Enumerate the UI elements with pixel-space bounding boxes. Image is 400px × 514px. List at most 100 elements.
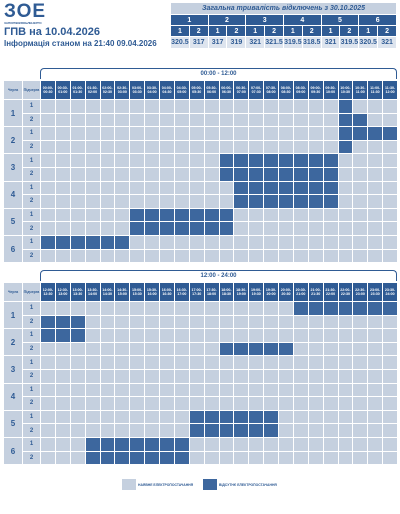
legend-label: НАЯВНЕ ЕЛЕКТРОПОСТАЧАННЯ <box>138 483 194 487</box>
slot-cell <box>248 314 265 330</box>
slot-cell <box>218 328 235 343</box>
slot-cell <box>54 368 71 384</box>
slot-cell <box>129 382 146 398</box>
slot-cell <box>99 409 116 425</box>
subgroup-label: 2 <box>22 368 41 384</box>
slot-cell <box>292 99 309 114</box>
totals-group: 3 <box>245 14 284 26</box>
slot-cell <box>203 382 220 398</box>
slot-cell <box>322 207 339 223</box>
slot-cell <box>159 396 175 411</box>
subgroup-label: 1 <box>22 409 41 425</box>
title: ГПВ на 10.04.2026 <box>4 26 101 38</box>
slot-cell <box>69 207 86 223</box>
slot-cell <box>218 436 235 452</box>
slot-cell <box>173 368 190 384</box>
slot-cell <box>278 112 294 128</box>
slot-header: 12:30-13:00 <box>54 282 71 302</box>
slot-header: 05:00-05:30 <box>188 80 205 100</box>
slot-header: 10:30-11:00 <box>352 80 369 100</box>
totals-group: 4 <box>282 14 322 26</box>
slot-cell <box>114 139 131 155</box>
slot-cell <box>40 368 56 384</box>
slot-cell <box>84 180 101 196</box>
slot-cell <box>203 248 220 264</box>
totals-value: 317 <box>207 36 228 49</box>
slot-cell <box>278 396 294 411</box>
slot-cell <box>337 341 354 357</box>
slot-header: 15:00-15:30 <box>129 282 146 302</box>
slot-cell <box>218 207 235 223</box>
schedule-row: 2 <box>4 248 398 264</box>
slot-cell <box>173 436 190 452</box>
slot-cell <box>278 341 294 357</box>
slot-cell <box>114 341 131 357</box>
totals-subgroup: 2 <box>264 25 284 37</box>
totals-subgroup: 1 <box>282 25 303 37</box>
slot-cell <box>173 153 190 168</box>
slot-cell <box>367 368 384 384</box>
slot-cell <box>159 112 175 128</box>
slot-cell <box>99 139 116 155</box>
slot-cell <box>292 355 309 370</box>
subgroup-label: 1 <box>22 99 41 114</box>
slot-cell <box>307 409 324 425</box>
slot-cell <box>84 355 101 370</box>
slot-cell <box>337 139 354 155</box>
slot-cell <box>84 328 101 343</box>
slot-header: 05:30-06:00 <box>203 80 220 100</box>
slot-cell <box>292 180 309 196</box>
group-label: 5 <box>3 409 23 438</box>
slot-header: 01:00-01:30 <box>69 80 86 100</box>
slot-cell <box>337 328 354 343</box>
slot-cell <box>159 409 175 425</box>
slot-cell <box>69 409 86 425</box>
slot-cell <box>322 126 339 141</box>
slot-cell <box>218 396 235 411</box>
slot-cell <box>278 139 294 155</box>
slot-cell <box>382 341 398 357</box>
slot-cell <box>352 436 369 452</box>
slot-cell <box>69 423 86 438</box>
slot-cell <box>173 301 190 316</box>
slot-cell <box>69 166 86 182</box>
slot-header: 19:00-19:30 <box>248 282 265 302</box>
slot-cell <box>382 314 398 330</box>
slot-cell <box>188 409 205 425</box>
subgroup-label: 1 <box>22 126 41 141</box>
slot-cell <box>114 126 131 141</box>
slot-cell <box>292 234 309 250</box>
slot-cell <box>263 423 279 438</box>
slot-cell <box>84 194 101 209</box>
slot-cell <box>382 234 398 250</box>
slot-cell <box>159 207 175 223</box>
subgroup-label: 2 <box>22 396 41 411</box>
slot-cell <box>278 301 294 316</box>
slot-cell <box>307 248 324 264</box>
slot-cell <box>263 328 279 343</box>
slot-cell <box>352 409 369 425</box>
slot-cell <box>263 126 279 141</box>
slot-header: 13:00-13:30 <box>69 282 86 302</box>
slot-cell <box>69 368 86 384</box>
slot-cell <box>337 409 354 425</box>
slot-cell <box>218 180 235 196</box>
slot-cell <box>54 450 71 466</box>
slot-cell <box>159 194 175 209</box>
legend-swatch <box>122 479 136 490</box>
slot-cell <box>203 180 220 196</box>
slot-cell <box>218 166 235 182</box>
slot-cell <box>233 368 250 384</box>
slot-cell <box>84 301 101 316</box>
schedule-row: 2 <box>4 341 398 357</box>
slot-cell <box>307 194 324 209</box>
slot-cell <box>322 450 339 466</box>
slot-cell <box>40 180 56 196</box>
slot-cell <box>188 368 205 384</box>
slot-cell <box>129 126 146 141</box>
slot-cell <box>188 194 205 209</box>
group-header: Черга <box>3 80 23 100</box>
